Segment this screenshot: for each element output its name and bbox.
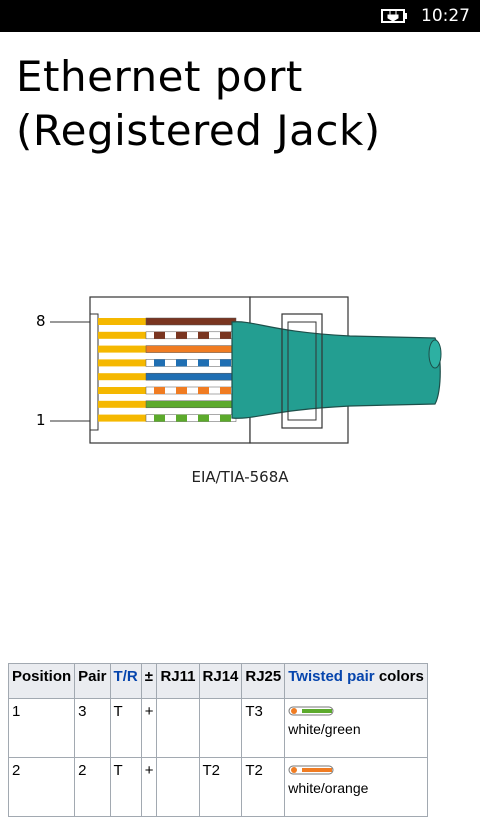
table-row: 1 3 T + T3 white/green	[7, 698, 428, 758]
pin-contact	[98, 373, 146, 381]
cell-rj14	[198, 698, 243, 758]
cell-pair: 3	[74, 698, 111, 758]
diagram-caption: EIA/TIA-568A	[191, 468, 289, 486]
header-pair: Pair	[74, 663, 111, 699]
pin-contact	[98, 318, 146, 325]
header-colors-label: colors	[378, 668, 424, 685]
cable-jacket	[231, 321, 441, 419]
wire-stripe	[198, 331, 209, 339]
rj45-connector-diagram: 8 1	[36, 296, 442, 444]
color-name: white/orange	[288, 780, 369, 796]
cell-position: 2	[7, 757, 76, 817]
wire-stripe	[176, 331, 187, 339]
status-bar: 10:27	[0, 0, 480, 32]
wire-stripe	[154, 359, 165, 367]
cell-polarity: +	[140, 698, 158, 758]
cell-polarity: +	[140, 757, 158, 817]
wire-stripe	[220, 387, 231, 394]
header-tr-link[interactable]: T/R	[109, 663, 142, 699]
wire-stripe	[220, 331, 231, 339]
cell-rj11	[156, 698, 200, 758]
wire-stripe	[154, 331, 165, 339]
cell-position: 1	[7, 698, 76, 758]
page-title-line2: (Registered Jack)	[16, 106, 381, 155]
pin-contact	[98, 345, 146, 353]
wire-green	[145, 400, 237, 409]
cell-color: white/orange	[284, 757, 428, 817]
wire-brown	[145, 317, 237, 326]
header-position: Position	[7, 663, 76, 699]
cell-rj14: T2	[198, 757, 243, 817]
wire-orange	[145, 345, 237, 353]
locking-tab	[281, 313, 323, 429]
wire-blue	[145, 372, 237, 381]
cell-rj25: T3	[241, 698, 286, 758]
white-green-wire-icon	[288, 706, 334, 716]
cell-pair: 2	[74, 757, 111, 817]
wire-stripe	[176, 414, 187, 422]
wire-stripe	[198, 387, 209, 394]
wire-stripe	[176, 387, 187, 394]
wire-stripe	[154, 387, 165, 394]
header-polarity: ±	[140, 663, 158, 699]
table-header-row: Position Pair T/R ± RJ11 RJ14 RJ25 Twist…	[7, 663, 428, 699]
wire-stripe	[220, 414, 231, 422]
header-twisted-pair-colors: Twisted pair colors	[284, 663, 428, 699]
cell-color: white/green	[284, 698, 428, 758]
page-title: Ethernet port (Registered Jack)	[16, 50, 381, 158]
header-rj14: RJ14	[198, 663, 243, 699]
pin-contact	[98, 414, 146, 422]
pin-contact	[98, 331, 146, 339]
wire-stripe	[176, 359, 187, 367]
pin-contact	[98, 387, 146, 394]
pinout-table: Position Pair T/R ± RJ11 RJ14 RJ25 Twist…	[7, 663, 428, 817]
clock: 10:27	[421, 6, 470, 26]
wire-rows	[98, 317, 237, 422]
white-orange-wire-icon	[288, 765, 334, 775]
wire-stripe	[198, 359, 209, 367]
wire-stripe	[154, 414, 165, 422]
header-rj25: RJ25	[241, 663, 286, 699]
pin-contact	[98, 400, 146, 408]
twisted-pair-link[interactable]: Twisted pair	[288, 668, 375, 685]
table-row: 2 2 T + T2 T2 white/orange	[7, 757, 428, 817]
cell-tr: T	[109, 757, 142, 817]
battery-charging-icon	[381, 8, 409, 24]
color-name: white/green	[288, 721, 361, 737]
pin-label-1: 1	[36, 411, 46, 429]
cell-rj11	[156, 757, 200, 817]
wire-stripe	[198, 414, 209, 422]
pin-contact	[98, 359, 146, 367]
pin-label-8: 8	[36, 312, 46, 330]
cell-tr: T	[109, 698, 142, 758]
wire-stripe	[220, 359, 231, 367]
page-title-line1: Ethernet port	[16, 52, 303, 101]
header-rj11: RJ11	[156, 663, 200, 699]
cell-rj25: T2	[241, 757, 286, 817]
